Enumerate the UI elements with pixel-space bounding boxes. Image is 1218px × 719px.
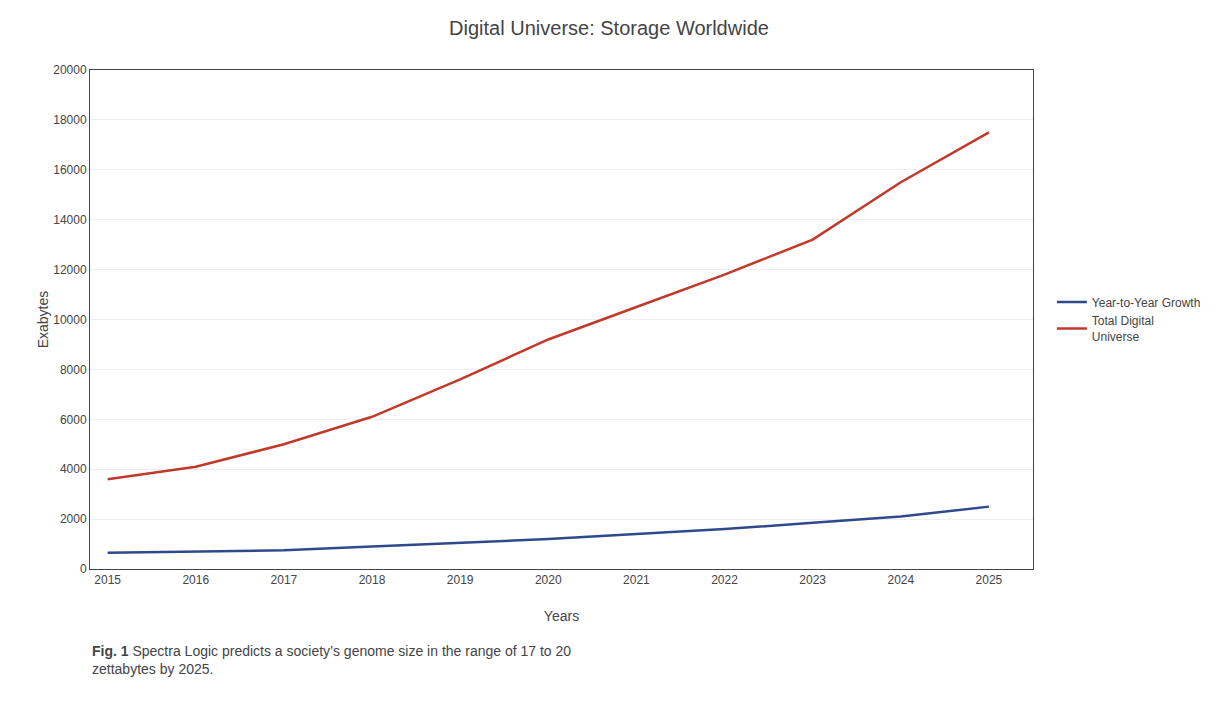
svg-text:16000: 16000 [53,163,87,177]
svg-text:2022: 2022 [711,573,738,587]
svg-text:Years: Years [544,608,579,624]
svg-text:2019: 2019 [447,573,474,587]
svg-text:Exabytes: Exabytes [35,291,51,349]
svg-text:2023: 2023 [799,573,826,587]
svg-text:Fig. 1 Spectra Logic predicts: Fig. 1 Spectra Logic predicts a society’… [92,643,571,677]
svg-text:8000: 8000 [60,363,87,377]
svg-text:2025: 2025 [976,573,1003,587]
svg-text:2024: 2024 [887,573,914,587]
svg-text:0: 0 [80,562,87,576]
svg-text:2020: 2020 [535,573,562,587]
svg-text:2018: 2018 [359,573,386,587]
svg-text:2000: 2000 [60,512,87,526]
svg-text:10000: 10000 [53,313,87,327]
svg-text:18000: 18000 [53,113,87,127]
svg-text:Year-to-Year Growth: Year-to-Year Growth [1092,296,1201,310]
svg-text:14000: 14000 [53,213,87,227]
svg-text:4000: 4000 [60,462,87,476]
svg-text:6000: 6000 [60,413,87,427]
svg-text:2017: 2017 [271,573,298,587]
svg-text:Total DigitalUniverse: Total DigitalUniverse [1092,314,1154,344]
svg-text:2015: 2015 [94,573,121,587]
svg-text:2021: 2021 [623,573,650,587]
svg-text:Digital Universe: Storage Worl: Digital Universe: Storage Worldwide [449,17,769,39]
svg-text:2016: 2016 [182,573,209,587]
svg-text:20000: 20000 [53,63,87,77]
svg-text:12000: 12000 [53,263,87,277]
